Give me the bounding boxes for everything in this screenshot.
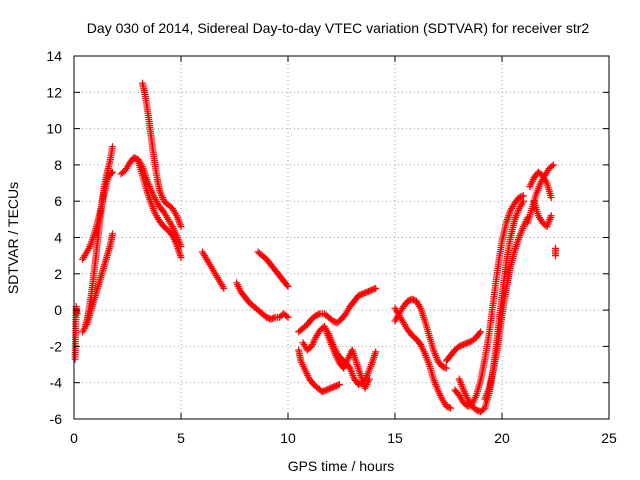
data-point [315, 310, 323, 318]
data-point [357, 371, 365, 379]
data-point [356, 370, 364, 378]
data-point [419, 312, 427, 320]
data-point [352, 359, 360, 367]
data-point [441, 364, 449, 372]
y-tick-label: 8 [54, 157, 62, 173]
data-point [442, 364, 450, 372]
data-point [176, 250, 184, 258]
axis-ticks [73, 55, 610, 420]
data-point [504, 214, 512, 222]
x-tick-label: 25 [601, 430, 617, 446]
data-points [71, 79, 559, 416]
data-point [547, 212, 555, 220]
data-point [109, 143, 117, 151]
data-point [353, 361, 361, 369]
data-point [283, 281, 291, 289]
data-point [109, 230, 117, 238]
data-point [548, 162, 556, 170]
data-point [420, 315, 428, 323]
y-tick-label: -6 [50, 411, 63, 427]
data-point [356, 368, 364, 376]
data-point [513, 241, 521, 249]
y-axis-label: SDTVAR / TECUs [5, 182, 21, 294]
data-point [270, 314, 278, 322]
data-point [513, 239, 521, 247]
data-point [511, 244, 519, 252]
data-point [177, 223, 185, 231]
data-point [365, 375, 373, 383]
data-point [371, 351, 379, 359]
data-point [447, 404, 455, 412]
data-point [354, 364, 362, 372]
data-point [283, 312, 291, 320]
data-point [284, 313, 292, 321]
x-axis-label: GPS time / hours [288, 458, 395, 474]
data-point [370, 353, 378, 361]
data-point [445, 404, 453, 412]
data-point [420, 313, 428, 321]
x-tick-label: 20 [494, 430, 510, 446]
data-point [547, 194, 555, 202]
data-point [109, 168, 117, 176]
data-point [352, 357, 360, 365]
data-point [177, 253, 185, 261]
x-tick-label: 5 [177, 430, 185, 446]
data-point [505, 212, 513, 220]
data-point [73, 310, 81, 318]
data-point [372, 348, 380, 356]
y-tick-label: 12 [46, 84, 62, 100]
x-tick-label: 10 [280, 430, 296, 446]
data-point [334, 381, 342, 389]
data-point [372, 284, 380, 292]
data-point [503, 217, 511, 225]
data-point [284, 283, 292, 291]
data-point [518, 192, 526, 200]
data-point [220, 284, 228, 292]
data-point [552, 244, 559, 252]
data-point [476, 329, 484, 337]
data-point [371, 350, 379, 358]
data-point [369, 355, 377, 363]
data-point [176, 252, 184, 260]
data-point [355, 366, 363, 374]
y-tick-label: 4 [54, 230, 62, 246]
grid [74, 56, 609, 419]
data-point [512, 243, 520, 251]
y-tick-label: -4 [50, 375, 63, 391]
data-point [175, 248, 183, 256]
data-point [549, 161, 557, 169]
data-point [351, 353, 359, 361]
y-tick-label: 2 [54, 266, 62, 282]
data-point [419, 310, 427, 318]
data-point [504, 215, 512, 223]
y-tick-label: 10 [46, 121, 62, 137]
data-point [351, 355, 359, 363]
x-tick-label: 15 [387, 430, 403, 446]
data-point [519, 197, 527, 205]
data-point [477, 328, 485, 336]
chart-title: Day 030 of 2014, Sidereal Day-to-day VTE… [87, 20, 590, 36]
y-tick-label: -2 [50, 338, 63, 354]
y-tick-label: 6 [54, 193, 62, 209]
y-tick-label: 0 [54, 302, 62, 318]
y-tick-label: 14 [46, 48, 62, 64]
data-point [370, 285, 378, 293]
data-point [335, 381, 343, 389]
x-tick-label: 0 [70, 430, 78, 446]
data-point [107, 169, 115, 177]
data-point [354, 362, 362, 370]
